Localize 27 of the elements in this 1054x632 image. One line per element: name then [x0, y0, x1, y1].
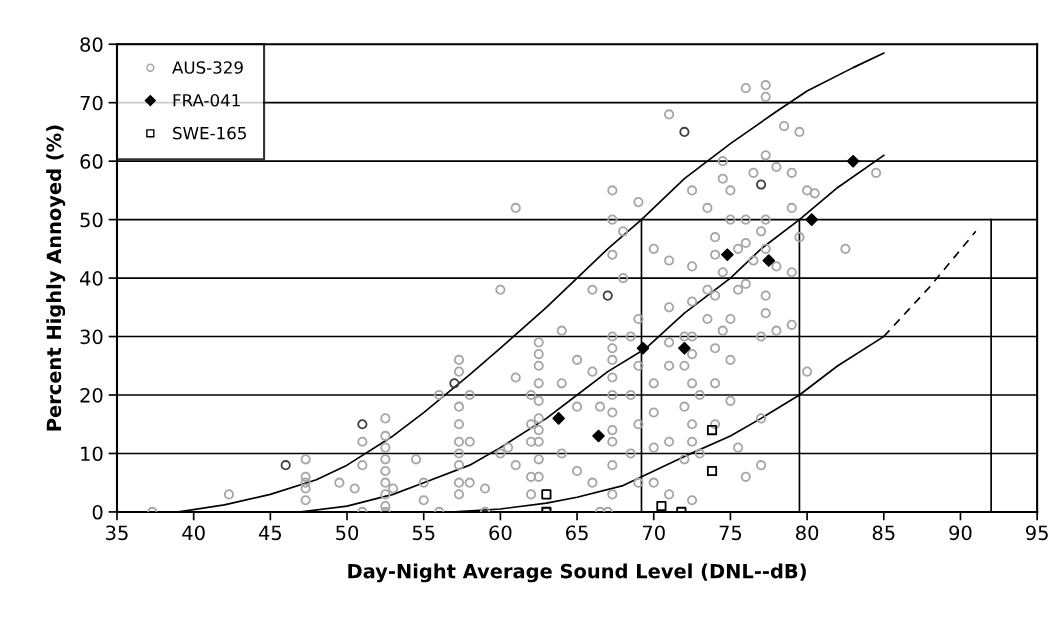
- x-tick-label: 90: [949, 525, 972, 541]
- x-tick-label: 40: [182, 525, 205, 541]
- legend-label: SWE-165: [173, 126, 246, 140]
- x-tick-label: 85: [872, 525, 895, 541]
- x-tick-label: 50: [336, 525, 359, 541]
- y-tick-label: 20: [80, 387, 103, 403]
- legend-label: FRA-041: [173, 94, 240, 107]
- x-tick-label: 65: [566, 525, 588, 541]
- legend-label: AUS-329: [172, 61, 243, 74]
- x-tick-label: 35: [106, 525, 128, 541]
- y-tick-label: 70: [80, 95, 103, 111]
- y-tick-label: 80: [80, 37, 103, 52]
- y-tick-label: 40: [80, 271, 103, 286]
- x-axis-title: Day-Night Average Sound Level (DNL--dB): [348, 563, 806, 583]
- x-tick-label: 80: [796, 525, 819, 541]
- x-tick-label: 55: [412, 525, 435, 541]
- x-tick-label: 60: [489, 525, 512, 541]
- y-tick-label: 30: [80, 329, 103, 345]
- y-tick-label: 10: [81, 446, 103, 462]
- y-tick-label: 0: [92, 504, 103, 520]
- y-axis-title: Percent Highly Annoyed (%): [46, 125, 66, 431]
- x-tick-label: 45: [258, 525, 282, 541]
- y-tick-label: 60: [80, 154, 103, 169]
- x-tick-label: 75: [719, 525, 742, 541]
- x-tick-label: 95: [1025, 525, 1048, 541]
- x-tick-label: 70: [642, 525, 665, 541]
- y-tick-label: 50: [80, 212, 103, 228]
